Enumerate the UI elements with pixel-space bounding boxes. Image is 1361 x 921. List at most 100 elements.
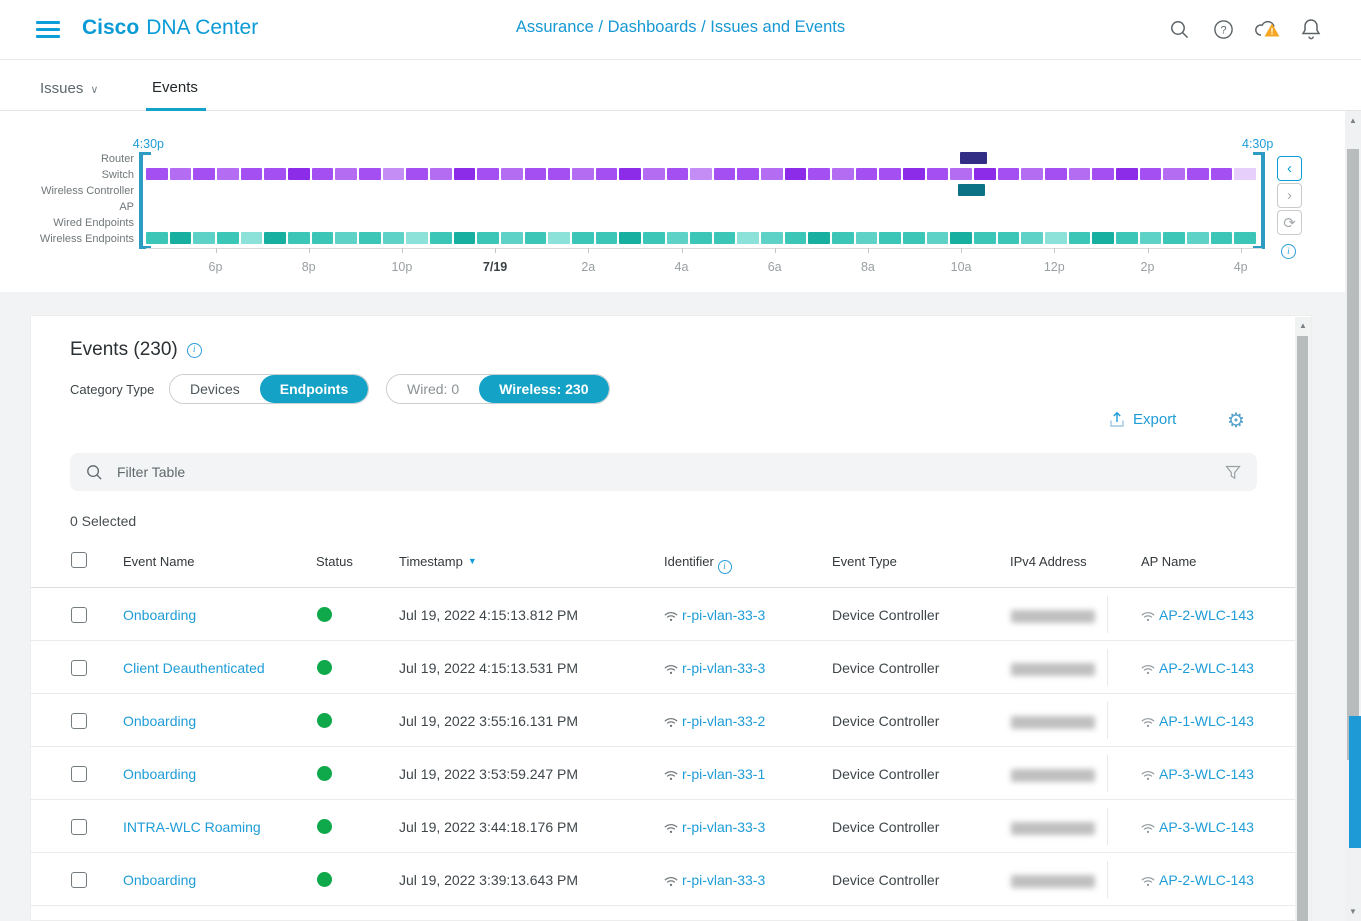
timeline-segment[interactable] [548,232,570,244]
timeline-segment[interactable] [957,184,985,196]
timeline-segment[interactable] [1187,232,1209,244]
timeline-segment[interactable] [240,232,263,244]
event-name-link[interactable]: INTRA-WLC Roaming [123,819,261,835]
notifications-bell-icon[interactable] [1297,15,1325,43]
timeline-segment[interactable] [950,232,973,244]
filter-funnel-icon[interactable] [1225,465,1241,480]
col-timestamp[interactable]: Timestamp ▼ [399,554,477,569]
timeline-segment[interactable] [974,232,996,244]
filter-table-input[interactable] [117,464,1225,480]
timeline-segment[interactable] [713,168,736,180]
timeline-segment[interactable] [855,168,878,180]
ap-name-link[interactable]: AP-2-WLC-143 [1159,872,1254,888]
devices-button[interactable]: Devices [170,375,260,403]
help-icon[interactable]: ? [1209,15,1237,43]
timeline-segment[interactable] [1068,232,1091,244]
page-scrollbar-thumb[interactable] [1347,149,1359,760]
timeline-segment[interactable] [642,168,665,180]
timeline-segment[interactable] [997,168,1020,180]
col-ipv4[interactable]: IPv4 Address [1010,554,1087,569]
timeline-segment[interactable] [808,168,831,180]
select-all-checkbox[interactable] [71,552,87,568]
timeline-segment[interactable] [1210,232,1233,244]
timeline-segment[interactable] [1163,168,1186,180]
timeline-segment[interactable] [382,168,405,180]
col-event-type[interactable]: Event Type [832,554,897,569]
timeline-segment[interactable] [287,168,310,180]
timeline-segment[interactable] [571,168,594,180]
timeline-segment[interactable] [216,232,239,244]
ap-name-link[interactable]: AP-2-WLC-143 [1159,660,1254,676]
search-icon[interactable] [1165,15,1193,43]
timeline-segment[interactable] [619,168,641,180]
timeline-segment[interactable] [855,232,878,244]
timeline-segment[interactable] [1163,232,1186,244]
endpoints-button[interactable]: Endpoints [259,375,369,403]
tab-issues[interactable]: Issues ∨ [40,80,99,97]
ap-name-link[interactable]: AP-1-WLC-143 [1159,713,1254,729]
timeline-segment[interactable] [1234,232,1256,244]
row-checkbox[interactable] [71,713,87,729]
timeline-segment[interactable] [240,168,263,180]
timeline-segment[interactable] [406,168,428,180]
col-status[interactable]: Status [316,554,353,569]
wired-button[interactable]: Wired: 0 [387,375,480,403]
timeline-segment[interactable] [1045,168,1067,180]
row-checkbox[interactable] [71,607,87,623]
timeline-segment[interactable] [287,232,310,244]
timeline-segment[interactable] [713,232,736,244]
timeline-segment[interactable] [500,232,523,244]
timeline-segment[interactable] [1139,232,1162,244]
ap-name-link[interactable]: AP-2-WLC-143 [1159,607,1254,623]
timeline-segment[interactable] [169,232,192,244]
col-identifier[interactable]: Identifier i [664,554,732,574]
timeline-segment[interactable] [1045,232,1067,244]
timeline-segment[interactable] [926,232,949,244]
ap-name-link[interactable]: AP-3-WLC-143 [1159,766,1254,782]
timeline-segment[interactable] [1116,232,1138,244]
timeline-segment[interactable] [453,168,476,180]
col-ap-name[interactable]: AP Name [1141,554,1197,569]
brand-logo[interactable]: Cisco DNA Center [82,16,258,40]
timeline-segment[interactable] [903,232,925,244]
ap-name-link[interactable]: AP-3-WLC-143 [1159,819,1254,835]
timeline-next-button[interactable]: › [1277,183,1302,208]
event-name-link[interactable]: Onboarding [123,713,197,729]
timeline-segment[interactable] [1068,168,1091,180]
timeline-segment[interactable] [500,168,523,180]
timeline-segment[interactable] [429,168,452,180]
identifier-link[interactable]: r-pi-vlan-33-1 [682,766,766,782]
page-scrollbar[interactable]: ▲ ▼ [1345,111,1361,921]
table-scrollbar-thumb[interactable] [1297,336,1308,921]
timeline-segment[interactable] [737,168,760,180]
scroll-up-icon[interactable]: ▲ [1349,116,1357,125]
timeline-segment[interactable] [1187,168,1209,180]
timeline-segment[interactable] [264,232,286,244]
scroll-up-icon[interactable]: ▲ [1299,321,1307,330]
timeline-segment[interactable] [926,168,949,180]
timeline-segment[interactable] [524,168,547,180]
wireless-button[interactable]: Wireless: 230 [479,375,609,403]
gear-icon[interactable]: ⚙ [1227,410,1245,432]
timeline-segment[interactable] [879,232,902,244]
identifier-link[interactable]: r-pi-vlan-33-3 [682,607,766,623]
timeline-segment[interactable] [429,232,452,244]
timeline-segment[interactable] [832,232,854,244]
timeline-segment[interactable] [382,232,405,244]
identifier-link[interactable]: r-pi-vlan-33-3 [682,819,766,835]
table-scrollbar[interactable]: ▲ [1295,317,1311,921]
timeline-segment[interactable] [666,232,689,244]
timeline-segment[interactable] [761,168,783,180]
timeline-segment[interactable] [477,232,499,244]
timeline-segment[interactable] [1092,232,1115,244]
timeline-segment[interactable] [146,232,168,244]
timeline-segment[interactable] [1021,232,1044,244]
event-name-link[interactable]: Onboarding [123,766,197,782]
timeline-info-icon[interactable]: i [1281,244,1296,259]
timeline-segment[interactable] [879,168,902,180]
row-checkbox[interactable] [71,766,87,782]
timeline-segment[interactable] [1116,168,1138,180]
timeline-segment[interactable] [619,232,641,244]
tab-events[interactable]: Events [152,79,198,96]
events-info-icon[interactable]: i [186,342,202,358]
